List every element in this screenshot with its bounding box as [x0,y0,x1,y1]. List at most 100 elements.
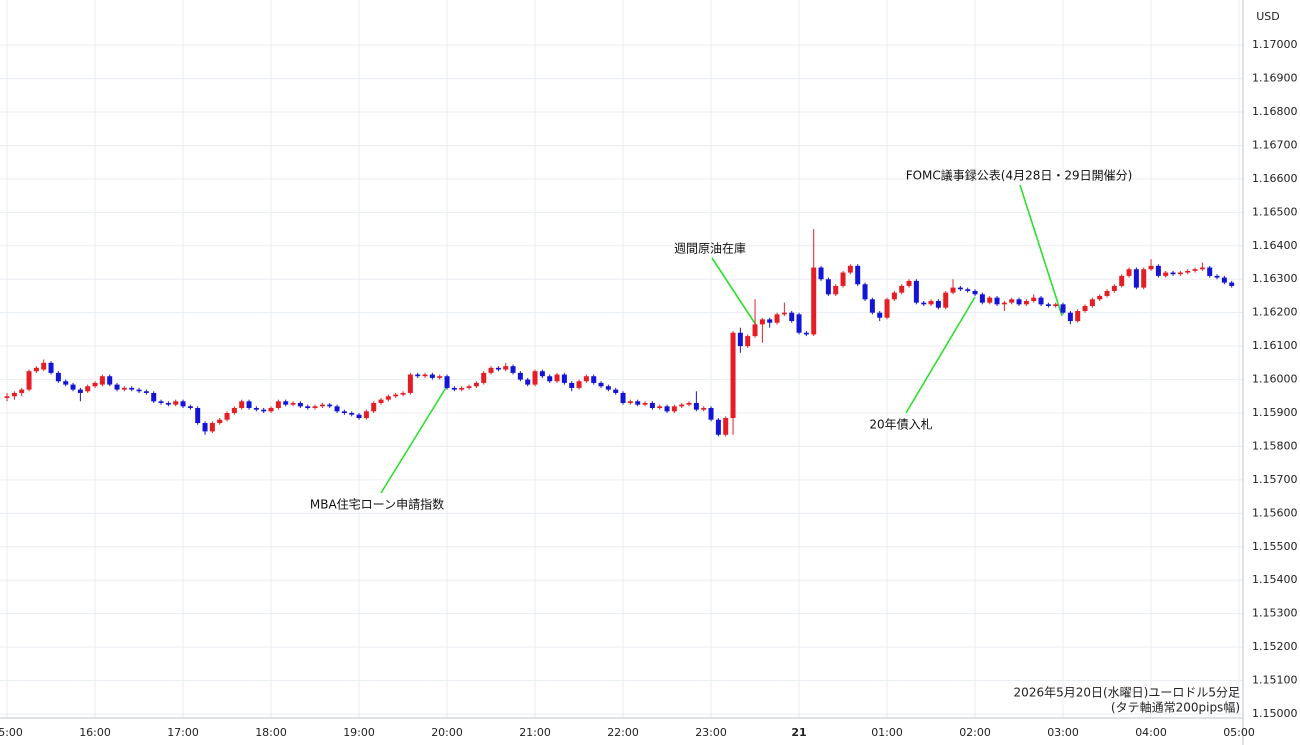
candle-body [554,374,560,382]
candle-body [481,372,487,383]
y-tick-label: 1.15800 [1252,439,1298,452]
candle-body [1060,304,1066,313]
candle-body [833,285,839,295]
x-tick-label: 19:00 [343,726,375,739]
candle-body [620,392,626,403]
candle-body [371,402,377,412]
candle-body [312,406,318,408]
candle-body [869,299,875,313]
annotation-pointer [711,257,757,326]
candle-body [26,371,32,390]
candle-body [979,294,985,303]
candle-body [173,401,179,405]
candle-body [547,376,553,382]
candle-body [935,300,941,308]
candle-body [1067,312,1073,322]
candle-body [341,411,347,414]
x-tick-label: 21 [791,726,806,739]
candle-body [231,407,237,414]
candle-body [151,392,157,402]
candle-body [708,407,714,420]
candle-body [1111,285,1117,291]
candle-body [356,414,362,419]
x-tick-label: 18:00 [255,726,287,739]
y-tick-label: 1.15700 [1252,473,1298,486]
x-tick-label: 16:00 [79,726,111,739]
candle-body [818,267,824,280]
candle-body [715,419,721,435]
candle-body [1045,304,1051,306]
candle-body [451,387,457,390]
candle-body [1031,297,1037,301]
candle-body [246,401,252,408]
candle-body [488,367,494,373]
candle-body [510,366,516,373]
candle-body [664,406,670,412]
candle-body [11,392,17,397]
candle-body [679,404,685,407]
candle-body [759,319,765,325]
annotation: MBA住宅ローン申請指数 [310,497,444,512]
annotation: 20年債入札 [869,417,932,432]
candle-body [789,312,795,322]
y-tick-label: 1.15000 [1252,707,1298,720]
candle-body [136,389,142,392]
candle-body [1192,269,1198,271]
candle-body [803,332,809,335]
candle-body [305,406,311,408]
candle-body [268,407,274,412]
candle-body [884,299,890,318]
candle-body [473,382,479,387]
candle-body [1207,267,1213,276]
candle-body [598,382,604,387]
candle-body [327,404,333,407]
y-tick-label: 1.16400 [1252,239,1298,252]
candle-body [840,272,846,286]
candle-body [407,374,413,393]
candle-body [649,402,655,408]
y-tick-label: 1.16800 [1252,105,1298,118]
candle-body [796,314,802,333]
annotation-pointer [1019,184,1063,317]
candle-body [723,418,729,435]
candle-body [591,376,597,383]
x-tick-label: 04:00 [1135,726,1167,739]
candle-body [1214,275,1220,278]
candle-body [921,302,927,305]
candle-body [4,396,10,398]
candle-body [957,287,963,290]
candle-body [503,366,509,370]
candle-body [195,407,201,424]
x-tick-label: 23:00 [695,726,727,739]
candle-body [429,374,435,378]
x-tick-label: 15:00 [0,726,23,739]
candle-body [1133,269,1139,288]
note-line: (タテ軸通常200pips幅) [1111,700,1240,715]
candle-body [129,387,135,390]
candle-body [825,279,831,295]
candle-body [891,292,897,300]
candle-body [1009,299,1015,303]
candle-body [1229,282,1235,286]
annotation: 週間原油在庫 [674,242,746,256]
candle-body [950,287,956,293]
candle-body [613,389,619,393]
candle-body [525,379,531,385]
candle-body [1089,299,1095,306]
candle-body [657,406,663,408]
candle-body [965,289,971,291]
x-tick-label: 05:00 [1223,726,1255,739]
candle-body [811,267,817,335]
candle-body [1148,265,1154,270]
candle-body [767,319,773,323]
candle-body [41,362,47,370]
candle-body [217,419,223,424]
candle-body [569,382,575,388]
candle-body [495,367,501,370]
candle-body [114,384,120,390]
candle-body [1082,305,1088,312]
candle-body [1053,304,1059,306]
candle-body [635,401,641,405]
candle-body [466,386,472,388]
candle-body [1097,295,1103,300]
